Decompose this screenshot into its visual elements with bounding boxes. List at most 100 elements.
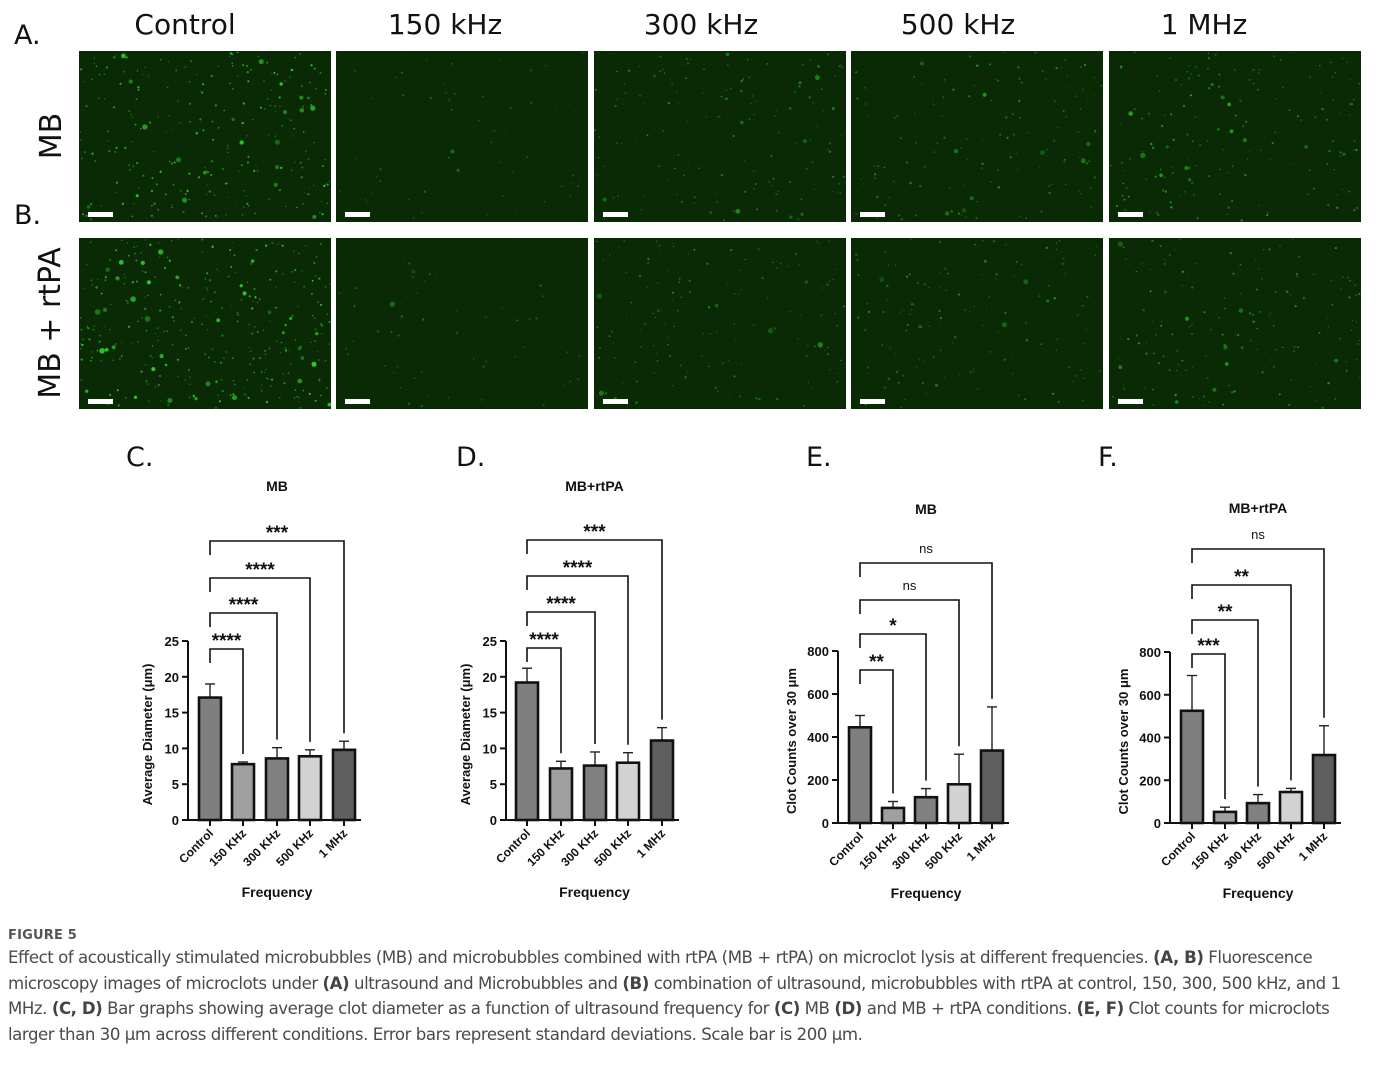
- y-tick-label: 200: [1139, 773, 1161, 788]
- significance-label: ****: [245, 560, 275, 581]
- y-tick-label: 0: [490, 813, 497, 828]
- fluorescent-particles: [855, 51, 1103, 221]
- significance-label: ****: [563, 558, 593, 579]
- significance-bracket: [209, 577, 311, 742]
- y-tick-label: 15: [165, 706, 179, 721]
- micrograph-mb-rtpa-300khz: [594, 238, 846, 409]
- micrograph-mb-rtpa-150khz: [336, 238, 588, 409]
- micrograph-mb-300khz: [594, 51, 846, 222]
- caption-segment: Bar graphs showing average clot diameter…: [102, 999, 774, 1018]
- micrograph-mb-1mhz: [1109, 51, 1361, 222]
- caption-segment: and MB + rtPA conditions.: [861, 999, 1077, 1018]
- significance-bracket: [859, 562, 993, 699]
- y-tick-label: 0: [822, 816, 829, 831]
- caption-text: Effect of acoustically stimulated microb…: [8, 945, 1380, 1047]
- fluorescent-particles: [80, 238, 331, 409]
- y-tick-label: 800: [807, 644, 829, 659]
- bar-500-khz: [946, 782, 972, 825]
- caption-segment: Clot counts for microclots larger than 3…: [8, 999, 1330, 1044]
- bar-control: [197, 696, 223, 822]
- y-tick-label: 20: [483, 670, 497, 685]
- fluorescent-particles: [338, 239, 581, 408]
- significance-label: ***: [266, 523, 289, 544]
- y-tick-label: 5: [490, 777, 497, 792]
- bar-control: [514, 681, 540, 822]
- bar-500-khz: [615, 761, 641, 822]
- chart-title: MB: [915, 501, 937, 517]
- y-tick-label: 400: [807, 730, 829, 745]
- fluorescent-particles: [337, 52, 587, 219]
- caption-panel-ref: (B): [622, 973, 649, 993]
- fluorescent-particles: [1112, 238, 1361, 409]
- bar-1-mhz: [1311, 753, 1337, 825]
- bar-300-khz: [913, 795, 939, 825]
- significance-bracket: [526, 611, 596, 744]
- micrograph-mb-control: [79, 51, 331, 222]
- x-tick-label: 1 MHz: [1296, 829, 1330, 863]
- bar-1-mhz: [331, 748, 357, 822]
- y-tick-label: 15: [483, 706, 497, 721]
- column-header-500khz: 500 kHz: [900, 8, 1016, 41]
- fluorescent-particles: [1109, 51, 1360, 222]
- figure-number: FIGURE 5: [8, 928, 78, 943]
- significance-label: ns: [903, 578, 917, 593]
- significance-label: ns: [1251, 527, 1265, 542]
- bar-150-khz: [880, 806, 906, 825]
- x-tick-label: 1 MHz: [316, 826, 350, 860]
- significance-bracket: [526, 647, 562, 754]
- caption-panel-ref: (C, D): [51, 999, 103, 1018]
- significance-label: ****: [546, 594, 576, 615]
- fluorescent-particles: [594, 52, 845, 222]
- panel-label-b: B.: [14, 200, 42, 231]
- column-header-control: Control: [134, 8, 236, 41]
- y-tick-label: 200: [807, 773, 829, 788]
- scale-bar: [1118, 399, 1143, 404]
- significance-label: ns: [919, 541, 933, 556]
- y-tick-label: 0: [1154, 816, 1161, 831]
- caption-panel-ref: (D): [834, 999, 862, 1018]
- chart-title: MB+rtPA: [1229, 500, 1287, 516]
- column-header-300khz: 300 kHz: [643, 8, 759, 41]
- caption-panel-ref: (A, B): [1153, 948, 1204, 967]
- y-tick-label: 25: [165, 634, 179, 649]
- significance-bracket: [209, 648, 244, 755]
- significance-bracket: [1191, 548, 1325, 718]
- y-tick-label: 5: [172, 777, 179, 792]
- caption-segment: Fluorescence microscopy images of microc…: [8, 948, 1313, 993]
- y-tick-label: 10: [483, 741, 497, 756]
- micrograph-mb-rtpa-control: [79, 238, 331, 409]
- significance-bracket: [859, 633, 927, 781]
- y-tick-label: 800: [1139, 645, 1161, 660]
- caption-segment: combination of ultrasound, microbubbles …: [8, 973, 1341, 1019]
- scale-bar: [88, 212, 113, 217]
- significance-label: ***: [583, 522, 606, 543]
- y-tick-label: 20: [165, 670, 179, 685]
- bar-control: [847, 726, 873, 825]
- scale-bar: [88, 399, 113, 404]
- scale-bar: [345, 212, 370, 217]
- fluorescent-particles: [596, 239, 845, 407]
- significance-bracket: [859, 669, 894, 794]
- micrograph-mb-rtpa-1mhz: [1109, 238, 1361, 409]
- significance-label: *: [889, 616, 897, 637]
- significance-bracket: [1191, 653, 1226, 800]
- x-axis-label: Frequency: [891, 885, 962, 901]
- significance-label: ****: [229, 595, 259, 616]
- significance-label: ****: [529, 630, 559, 651]
- significance-label: **: [1218, 602, 1233, 623]
- bar-500-khz: [297, 754, 323, 822]
- x-tick-label: 1 MHz: [964, 829, 998, 863]
- significance-label: **: [869, 652, 884, 673]
- panel-label-a: A.: [14, 20, 41, 51]
- y-tick-label: 25: [483, 634, 497, 649]
- bar-500-khz: [1278, 790, 1304, 825]
- figure-caption: FIGURE 5 Effect of acoustically stimulat…: [8, 928, 1380, 1047]
- significance-bracket: [209, 540, 345, 734]
- bar-300-khz: [1245, 801, 1271, 825]
- caption-segment: ultrasound and Microbubbles and: [349, 973, 623, 993]
- y-tick-label: 0: [172, 813, 179, 828]
- significance-label: ****: [212, 631, 242, 652]
- bar-control: [1179, 709, 1205, 825]
- micrograph-mb-500khz: [851, 51, 1103, 222]
